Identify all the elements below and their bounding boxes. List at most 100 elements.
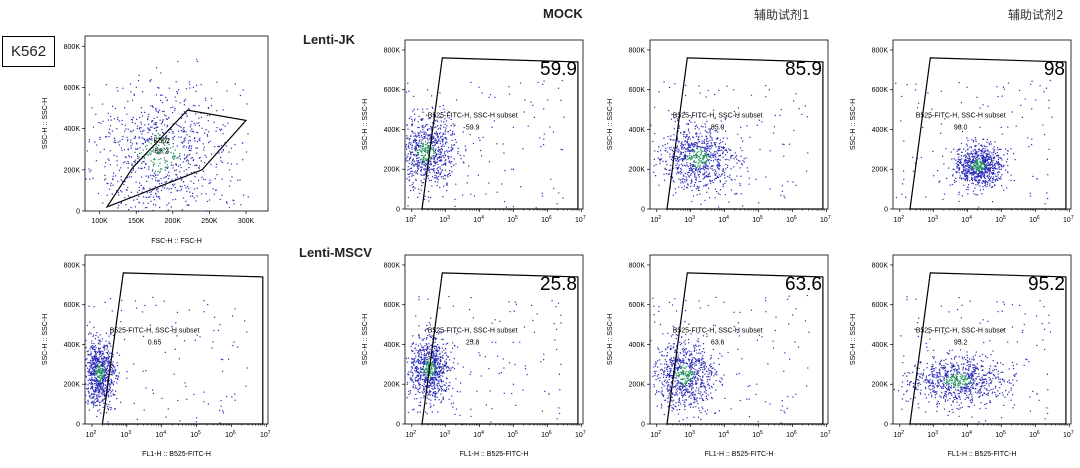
data-point bbox=[953, 179, 955, 181]
data-point bbox=[196, 60, 198, 63]
data-point bbox=[705, 126, 707, 128]
data-point bbox=[425, 173, 427, 175]
data-point bbox=[189, 140, 191, 142]
data-point bbox=[739, 167, 741, 169]
data-point bbox=[105, 84, 107, 86]
data-point bbox=[437, 128, 439, 130]
data-point bbox=[961, 164, 963, 167]
data-point bbox=[721, 146, 723, 148]
data-point bbox=[1006, 158, 1009, 160]
data-point bbox=[488, 161, 491, 163]
data-point bbox=[488, 182, 490, 184]
data-point bbox=[109, 128, 111, 130]
data-point bbox=[449, 161, 451, 163]
data-point bbox=[177, 189, 179, 191]
data-point bbox=[110, 378, 112, 380]
data-point bbox=[104, 357, 106, 359]
data-point bbox=[96, 371, 98, 373]
data-point bbox=[706, 171, 708, 173]
data-point bbox=[978, 206, 980, 208]
data-point bbox=[717, 137, 719, 139]
data-point bbox=[112, 369, 114, 372]
data-point bbox=[95, 377, 97, 380]
data-point bbox=[987, 177, 989, 179]
data-point bbox=[422, 108, 424, 110]
data-point bbox=[410, 144, 412, 146]
data-point bbox=[702, 178, 704, 180]
data-point bbox=[176, 190, 178, 192]
data-point bbox=[965, 164, 967, 167]
data-point bbox=[975, 162, 977, 164]
data-point bbox=[145, 196, 147, 198]
data-point bbox=[419, 162, 421, 164]
data-point bbox=[695, 142, 697, 144]
data-point bbox=[689, 169, 691, 171]
data-point bbox=[110, 395, 112, 397]
data-point bbox=[967, 165, 969, 167]
data-point bbox=[679, 159, 681, 161]
data-point bbox=[955, 180, 957, 182]
data-point bbox=[87, 350, 89, 352]
data-point bbox=[192, 86, 195, 88]
data-point bbox=[443, 163, 445, 165]
data-point bbox=[102, 384, 104, 386]
data-point bbox=[442, 178, 444, 180]
data-point bbox=[700, 203, 702, 205]
data-point bbox=[1002, 165, 1004, 167]
data-point bbox=[152, 389, 154, 391]
data-point bbox=[149, 129, 151, 131]
data-point bbox=[411, 161, 413, 163]
data-point bbox=[731, 154, 733, 157]
data-point bbox=[411, 358, 413, 360]
data-point bbox=[138, 152, 141, 154]
data-point bbox=[95, 367, 97, 369]
data-point bbox=[685, 165, 687, 167]
data-point bbox=[437, 385, 439, 387]
data-point bbox=[691, 180, 693, 183]
data-point bbox=[984, 161, 986, 163]
data-point bbox=[979, 166, 981, 168]
data-point bbox=[124, 107, 126, 109]
data-point bbox=[138, 186, 140, 188]
data-point bbox=[705, 135, 708, 137]
data-point bbox=[420, 141, 422, 143]
data-point bbox=[167, 166, 169, 168]
data-point bbox=[967, 160, 969, 162]
data-point bbox=[966, 165, 968, 167]
data-point bbox=[160, 94, 162, 96]
data-point bbox=[196, 164, 198, 167]
data-point bbox=[991, 160, 993, 162]
data-point bbox=[966, 163, 969, 165]
data-point bbox=[150, 150, 152, 152]
data-point bbox=[679, 151, 681, 153]
data-point bbox=[165, 139, 168, 141]
data-point bbox=[701, 142, 703, 144]
data-point bbox=[452, 123, 454, 125]
data-point bbox=[994, 184, 996, 186]
data-point bbox=[405, 146, 407, 148]
data-point bbox=[711, 180, 713, 182]
data-point bbox=[979, 185, 981, 187]
data-point bbox=[445, 137, 447, 139]
data-point bbox=[183, 170, 185, 172]
data-point bbox=[174, 170, 176, 172]
data-point bbox=[663, 137, 665, 139]
data-point bbox=[424, 133, 426, 135]
data-point bbox=[162, 119, 164, 121]
data-point bbox=[196, 84, 198, 87]
data-point bbox=[424, 379, 427, 381]
data-point bbox=[130, 191, 132, 193]
data-point bbox=[502, 143, 504, 145]
data-point bbox=[674, 114, 676, 116]
data-point bbox=[431, 126, 433, 128]
data-point bbox=[414, 369, 416, 371]
data-point bbox=[94, 365, 96, 367]
data-point bbox=[560, 148, 562, 150]
data-point bbox=[405, 158, 407, 160]
data-point bbox=[141, 111, 143, 113]
data-point bbox=[1002, 166, 1004, 168]
data-point bbox=[671, 113, 673, 115]
data-point bbox=[216, 163, 218, 165]
data-point bbox=[243, 194, 245, 196]
data-point bbox=[708, 172, 710, 174]
